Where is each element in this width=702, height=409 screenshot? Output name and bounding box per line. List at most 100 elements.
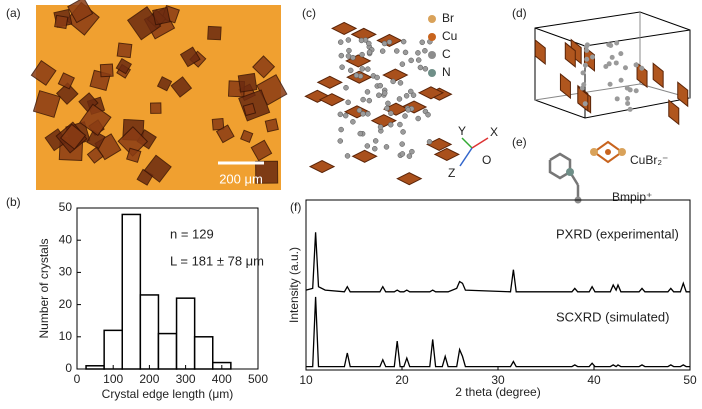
crystal <box>143 154 172 183</box>
bar <box>121 213 142 370</box>
atom <box>633 62 639 68</box>
atom <box>627 87 633 93</box>
atom <box>425 111 431 118</box>
crystal <box>79 103 112 137</box>
crystal <box>252 55 276 79</box>
atom <box>422 66 429 72</box>
atom <box>372 145 378 152</box>
atom <box>353 72 360 79</box>
atom <box>365 66 371 72</box>
x-tick-label: 20 <box>395 373 409 387</box>
y-axis-label: Intensity (a.u.) <box>287 247 301 323</box>
crystal <box>207 25 222 41</box>
atom <box>622 65 628 71</box>
atom <box>625 95 631 101</box>
atom <box>613 60 619 66</box>
crystal <box>116 42 133 59</box>
axis-letter: X <box>490 125 498 139</box>
atom <box>410 92 417 98</box>
atom <box>580 70 586 76</box>
atom <box>359 66 366 72</box>
crystal <box>55 82 79 105</box>
atom <box>400 129 406 135</box>
atom <box>366 40 372 47</box>
atom <box>337 39 344 45</box>
xrd-line <box>306 296 690 368</box>
y-tick-label: 50 <box>59 200 73 214</box>
cubr2-unit <box>343 105 371 119</box>
cubr2-unit <box>318 93 346 107</box>
panel-label: (e) <box>512 135 527 149</box>
x-tick-label: 0 <box>74 372 81 386</box>
atom <box>618 77 624 83</box>
series-label: SCXRD (simulated) <box>556 309 669 324</box>
atom <box>633 88 639 94</box>
panel-label: (a) <box>6 6 21 20</box>
x-tick-label: 40 <box>587 373 601 387</box>
molecule-structure <box>304 21 460 186</box>
crystal <box>86 129 106 150</box>
atom <box>402 113 408 119</box>
crystal <box>211 117 225 131</box>
x-tick-label: 50 <box>683 373 697 387</box>
bar <box>157 332 178 370</box>
crystal <box>264 118 279 133</box>
atom <box>379 48 386 54</box>
crystal <box>149 102 162 114</box>
crystal <box>99 63 114 78</box>
x-tick-label: 10 <box>299 373 313 387</box>
crystal <box>117 126 149 157</box>
bar <box>175 297 196 370</box>
x-axis-label: 2 theta (degree) <box>455 385 540 399</box>
panel-label: (d) <box>512 6 527 20</box>
atom <box>383 144 390 150</box>
atom <box>386 39 393 45</box>
cubr2-unit <box>534 38 546 66</box>
atom <box>402 49 409 56</box>
atom <box>387 121 394 128</box>
cubr2-unit <box>382 68 409 82</box>
charts: 0 100 200 300 400 500 0 10 20 30 40 50 Crystal edge … <box>37 199 697 401</box>
annotation: L = 181 ± 78 μm <box>170 253 264 268</box>
crystal <box>59 123 87 150</box>
atom <box>339 64 345 70</box>
unit-cell <box>534 11 691 119</box>
bar <box>139 294 160 370</box>
atom <box>343 84 349 91</box>
atom <box>366 49 373 55</box>
atom <box>406 153 413 159</box>
panel-label: (b) <box>6 195 21 209</box>
atom <box>415 115 421 122</box>
atom <box>618 51 624 57</box>
crystals <box>30 0 288 186</box>
crystal <box>215 124 235 144</box>
cubr2-unit <box>426 137 453 151</box>
atom <box>405 107 412 113</box>
atom <box>397 121 403 128</box>
axis-letter: Y <box>458 124 466 138</box>
series-label: PXRD (experimental) <box>556 226 679 241</box>
atom <box>364 89 371 95</box>
atom <box>337 111 344 118</box>
atom <box>409 148 415 155</box>
cell-molecules <box>534 38 689 126</box>
axis-letter: O <box>482 153 491 167</box>
y-axis-label: Number of crystals <box>37 238 51 338</box>
axis-letter: Z <box>448 166 455 180</box>
crystal <box>250 139 273 162</box>
x-tick-label: 200 <box>139 372 159 386</box>
crystal <box>30 60 57 86</box>
y-tick-label: 30 <box>59 265 73 279</box>
atom <box>357 130 363 137</box>
atom <box>426 139 433 145</box>
atom <box>399 151 406 157</box>
atom <box>338 52 345 59</box>
bar <box>103 329 124 370</box>
legend-label: C <box>442 47 451 61</box>
atom <box>388 110 394 117</box>
cubr2-unit <box>351 149 378 163</box>
atom <box>625 100 631 106</box>
atom <box>364 143 371 149</box>
annotation: n = 129 <box>170 226 214 241</box>
atom <box>606 42 612 48</box>
